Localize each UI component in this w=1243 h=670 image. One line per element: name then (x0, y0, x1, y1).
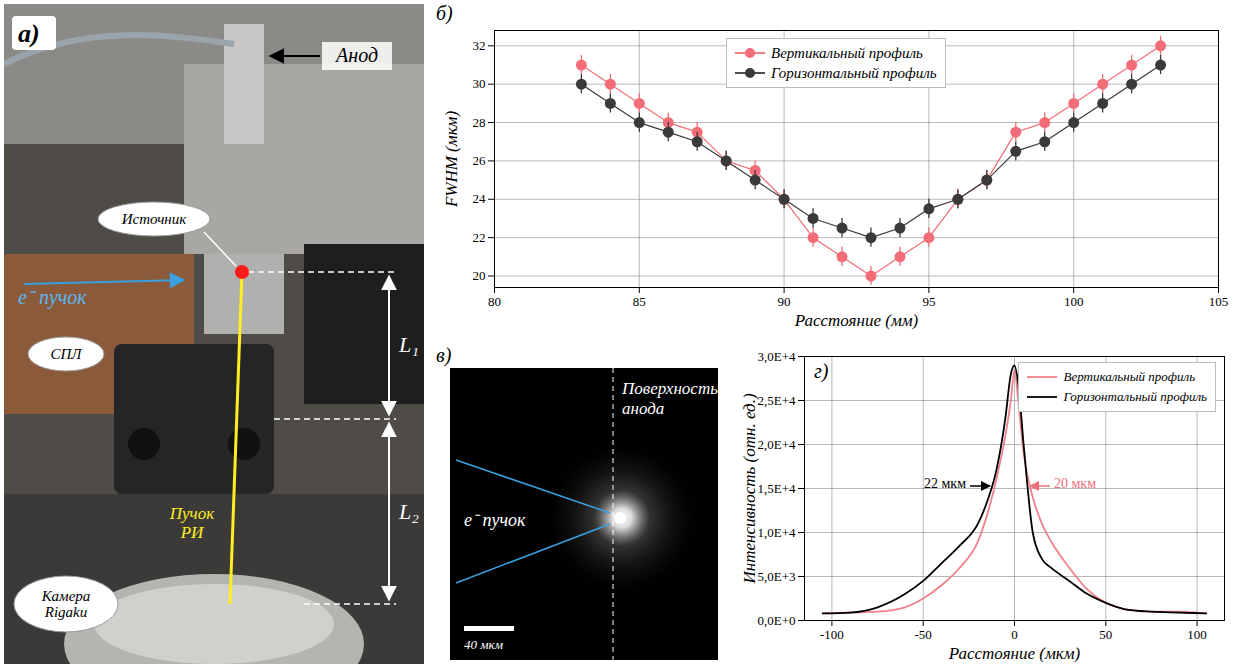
svg-text:100: 100 (1064, 294, 1084, 309)
svg-text:КамераRigaku: КамераRigaku (41, 588, 91, 620)
svg-text:L₁: L₁ (398, 332, 419, 357)
svg-text:26: 26 (473, 153, 487, 168)
svg-text:а): а) (18, 19, 40, 48)
svg-text:100: 100 (1187, 627, 1207, 642)
svg-text:1,0E+4: 1,0E+4 (757, 525, 796, 540)
svg-text:ПучокРИ: ПучокРИ (169, 504, 215, 542)
svg-text:Расстояние (мкм): Расстояние (мкм) (948, 644, 1081, 663)
svg-text:90: 90 (778, 294, 791, 309)
svg-text:L₂: L₂ (398, 499, 419, 524)
svg-text:32: 32 (473, 38, 486, 53)
svg-text:Источник: Источник (121, 211, 188, 227)
svg-text:1,5E+4: 1,5E+4 (757, 481, 796, 496)
svg-text:-50: -50 (915, 627, 932, 642)
svg-text:5,0E+3: 5,0E+3 (757, 569, 795, 584)
svg-text:Интенсивность (отн. ед.): Интенсивность (отн. ед.) (740, 393, 759, 584)
html-text:г): г) (814, 360, 829, 382)
svg-text:22: 22 (473, 230, 486, 245)
svg-text:3,0E+4: 3,0E+4 (757, 349, 796, 364)
svg-text:30: 30 (473, 76, 486, 91)
svg-text:105: 105 (1209, 294, 1229, 309)
svg-text:Расстояние (мм): Расстояние (мм) (794, 311, 919, 330)
svg-text:Поверхностьанода: Поверхностьанода (621, 379, 718, 418)
svg-text:Анод: Анод (334, 44, 378, 66)
svg-text:24: 24 (473, 191, 487, 206)
html-text:Горизонтальный профиль: Горизонтальный профиль (771, 65, 937, 81)
html-text:б): б) (436, 2, 453, 24)
html-text:22 мкм: 22 мкм (924, 476, 966, 491)
html-text:Вертикальный профиль: Вертикальный профиль (771, 45, 923, 61)
svg-text:СПЛ: СПЛ (51, 346, 83, 362)
svg-text:FWHM (мкм): FWHM (мкм) (442, 111, 461, 209)
html-text:Горизонтальный профиль: Горизонтальный профиль (1063, 389, 1207, 404)
svg-text:28: 28 (473, 115, 486, 130)
html-text:Вертикальный профиль: Вертикальный профиль (1063, 369, 1196, 384)
svg-text:0,0E+0: 0,0E+0 (757, 613, 795, 628)
svg-text:20: 20 (473, 268, 486, 283)
html-text:в): в) (436, 344, 452, 366)
svg-text:-100: -100 (820, 627, 844, 642)
svg-text:0: 0 (1011, 627, 1018, 642)
svg-text:2,5E+4: 2,5E+4 (757, 393, 796, 408)
svg-text:2,0E+4: 2,0E+4 (757, 437, 796, 452)
svg-text:e⁻ пучок: e⁻ пучок (464, 510, 526, 530)
html-text:20 мкм: 20 мкм (1054, 476, 1096, 491)
svg-text:95: 95 (922, 294, 935, 309)
svg-text:85: 85 (633, 294, 646, 309)
svg-text:40 мкм: 40 мкм (464, 637, 503, 652)
svg-text:80: 80 (488, 294, 501, 309)
svg-text:e⁻ пучок: e⁻ пучок (18, 286, 87, 309)
svg-text:50: 50 (1099, 627, 1112, 642)
